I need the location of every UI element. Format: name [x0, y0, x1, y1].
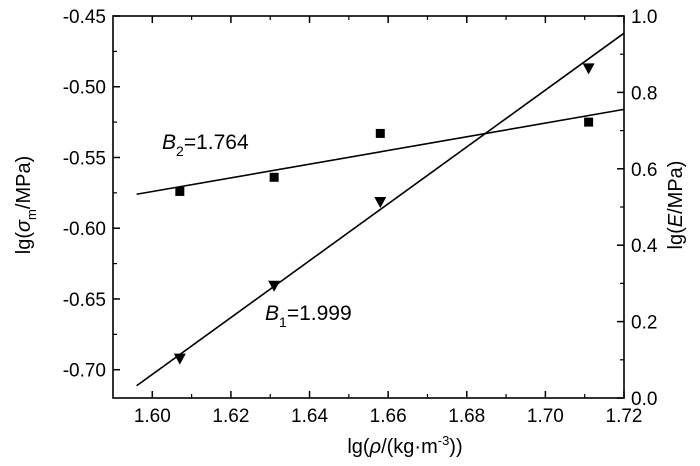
- right-y-tick-label: 0.0: [631, 389, 657, 410]
- triangle-down-marker: [173, 353, 186, 365]
- plot-frame: [112, 15, 625, 399]
- x-tick-label: 1.60: [134, 406, 171, 427]
- square-marker: [375, 128, 385, 138]
- triangle-down-marker: [268, 280, 281, 292]
- left-y-tick-label: -0.50: [63, 78, 106, 99]
- annotation-b1: B1=1.999: [265, 302, 352, 330]
- x-tick-label: 1.68: [448, 406, 485, 427]
- x-tick-label: 1.62: [212, 406, 249, 427]
- right-y-tick-label: 0.2: [631, 313, 657, 334]
- x-tick-label: 1.70: [527, 406, 564, 427]
- left-y-tick-label: -0.55: [63, 148, 106, 169]
- right-axis-fit-line: [136, 32, 625, 387]
- right-y-tick-label: 0.4: [631, 236, 658, 257]
- triangle-down-marker: [374, 197, 387, 209]
- left-y-axis-title: lg(σm/MPa): [13, 156, 39, 254]
- left-axis-fit-line: [136, 108, 625, 196]
- square-marker: [269, 172, 279, 182]
- left-y-tick-label: -0.65: [63, 290, 106, 311]
- right-y-tick-label: 1.0: [631, 7, 657, 28]
- data-points: [173, 63, 595, 365]
- x-tick-label: 1.72: [606, 406, 643, 427]
- axes: 1.60 1.62 1.64 1.66 1.68 1.70 1.72 -0.45 -0.50 -0…: [63, 7, 658, 427]
- x-axis-title: lg(ρ/(kg·m-3)): [347, 433, 462, 458]
- right-y-tick-label: 0.6: [631, 160, 657, 181]
- right-y-axis-title: lg(E/MPa): [665, 161, 687, 250]
- left-y-tick-label: -0.70: [63, 361, 106, 382]
- x-tick-label: 1.66: [370, 406, 407, 427]
- annotation-b2: B2=1.764: [162, 131, 249, 159]
- x-tick-label: 1.64: [291, 406, 328, 427]
- fit-lines: [136, 32, 625, 387]
- left-y-tick-label: -0.60: [63, 219, 106, 240]
- left-y-tick-label: -0.45: [63, 7, 106, 28]
- right-y-tick-label: 0.8: [631, 83, 657, 104]
- square-marker: [584, 117, 594, 127]
- triangle-down-marker: [582, 63, 595, 75]
- square-marker: [175, 186, 185, 196]
